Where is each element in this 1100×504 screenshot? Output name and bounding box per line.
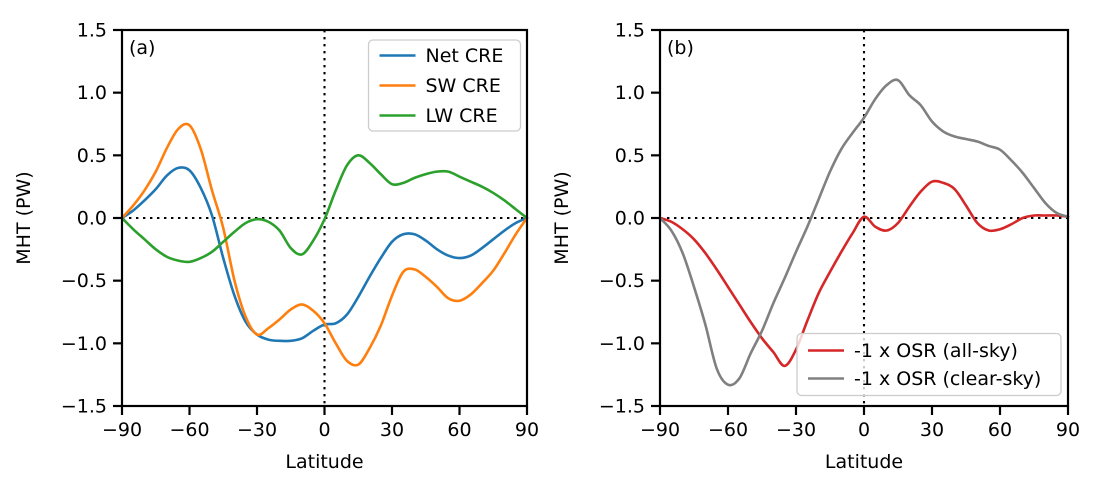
- series-line-lw-cre: [120, 154, 529, 264]
- y-tick-label: 0.5: [77, 145, 107, 167]
- legend-label-1-x-osr-clear-sky: -1 x OSR (clear-sky): [854, 368, 1041, 390]
- x-tick-label: −30: [237, 419, 277, 441]
- y-tick-label: 1.5: [77, 20, 107, 42]
- legend-box: [367, 39, 522, 132]
- y-tick-label: −0.5: [599, 270, 645, 292]
- y-tick-label: 1.0: [77, 82, 107, 104]
- x-tick-label: −30: [776, 419, 816, 441]
- x-tick-label: −90: [640, 419, 680, 441]
- series-line-1-x-osr-clear-sky: [658, 78, 1070, 387]
- panel-label: (a): [129, 37, 155, 59]
- y-tick-label: −1.5: [599, 396, 645, 418]
- y-tick-label: −0.5: [61, 270, 107, 292]
- y-tick-label: 1.5: [615, 20, 645, 42]
- series-line-sw-cre: [120, 122, 529, 367]
- x-tick-label: −60: [169, 419, 209, 441]
- x-tick-label: 30: [920, 419, 944, 441]
- panel-label: (b): [667, 37, 694, 59]
- x-tick-label: 90: [515, 419, 539, 441]
- legend-label-lw-cre: LW CRE: [426, 105, 498, 127]
- x-tick-label: 60: [988, 419, 1012, 441]
- y-tick-label: 0.5: [615, 145, 645, 167]
- y-axis-label: MHT (PW): [551, 171, 573, 264]
- x-axis-label: Latitude: [285, 451, 363, 473]
- legend-lower-right: -1 x OSR (all-sky) -1 x OSR (clear-sky): [796, 332, 1062, 397]
- x-axis-label: Latitude: [825, 451, 903, 473]
- y-tick-label: −1.5: [61, 396, 107, 418]
- x-tick-label: 0: [318, 419, 330, 441]
- legend-label-sw-cre: SW CRE: [426, 75, 501, 97]
- legend-label-net-cre: Net CRE: [426, 45, 504, 67]
- y-tick-label: 0.0: [77, 208, 107, 230]
- x-tick-label: 0: [858, 419, 870, 441]
- x-tick-label: 60: [447, 419, 471, 441]
- x-tick-label: −60: [708, 419, 748, 441]
- panel-b: −90 −60 −30 0 30 60 90 −1.5 −1.0 −0.5 0.0 0.5 1.0 1.5…: [551, 20, 1080, 474]
- series-line-1-x-osr-all-sky: [658, 179, 1070, 368]
- y-tick-label: −1.0: [61, 333, 107, 355]
- y-tick-label: −1.0: [599, 333, 645, 355]
- panel-a: −90 −60 −30 0 30 60 90 −1.5 −1.0 −0.5 0.0 0.5 1.0 1.5…: [13, 20, 539, 474]
- y-tick-label: 0.0: [615, 208, 645, 230]
- y-tick-label: 1.0: [615, 82, 645, 104]
- x-tick-label: 30: [380, 419, 404, 441]
- y-axis-label: MHT (PW): [13, 171, 35, 264]
- legend-upper-right: Net CRE SW CRE LW CRE: [367, 39, 522, 132]
- legend-label-1-x-osr-all-sky: -1 x OSR (all-sky): [854, 340, 1018, 362]
- x-tick-label: 90: [1056, 419, 1080, 441]
- x-tick-label: −90: [102, 419, 142, 441]
- legend-box: [796, 332, 1062, 397]
